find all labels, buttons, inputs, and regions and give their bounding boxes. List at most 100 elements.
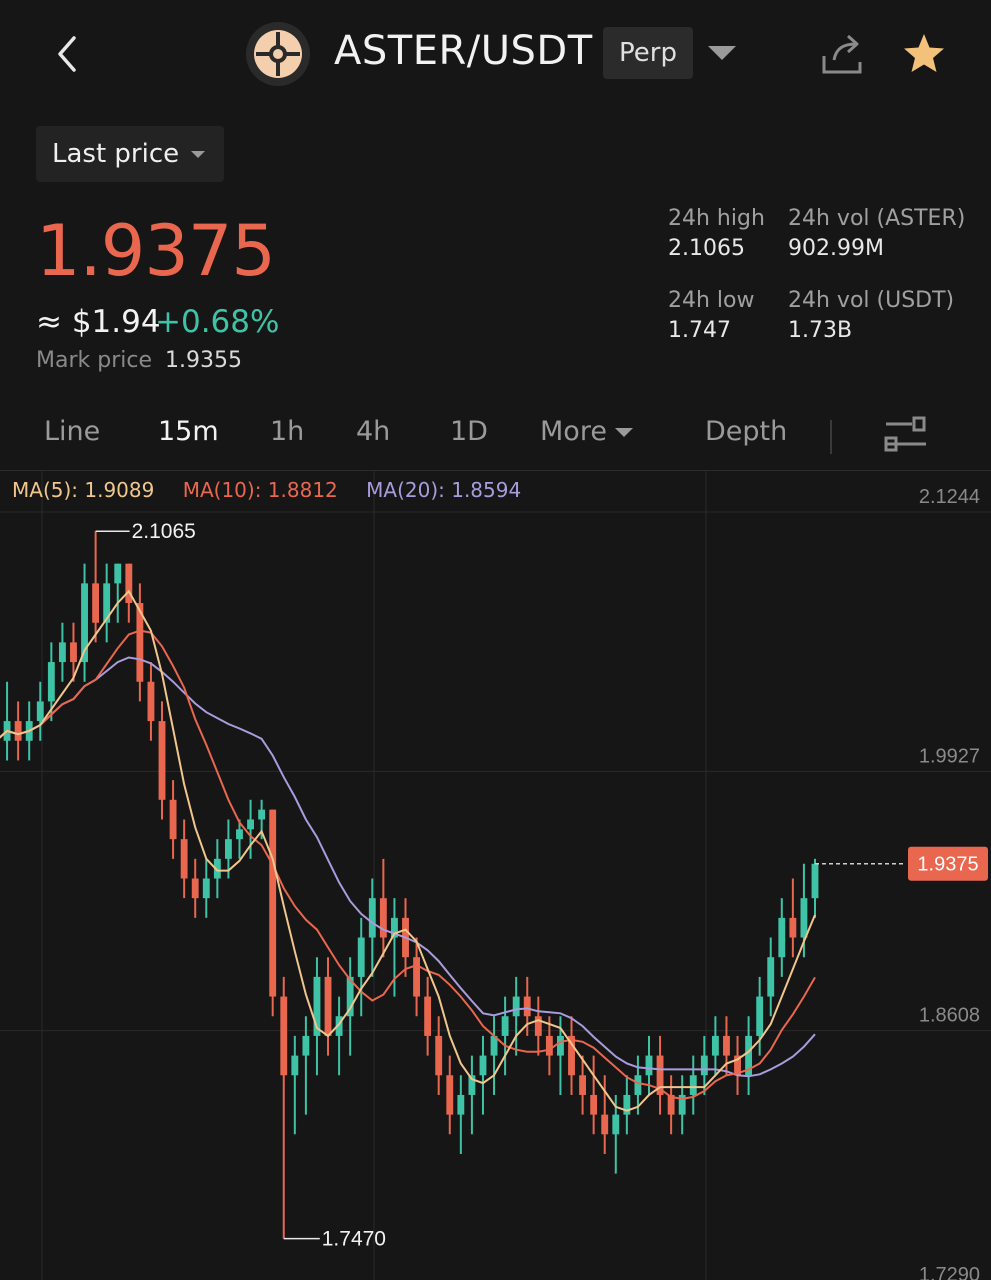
stat-value: 1.747 — [668, 318, 731, 343]
candle-body — [180, 839, 188, 879]
stat-label: 24h vol (USDT) — [788, 288, 955, 313]
last-price: 1.9375 — [36, 210, 276, 292]
candle-body — [58, 642, 66, 663]
ma10-line — [0, 629, 816, 1100]
ma-legend: MA(5): 1.9089 MA(10): 1.8812 MA(20): 1.8… — [12, 478, 543, 502]
candle-body — [523, 996, 531, 1017]
candle-body — [81, 583, 88, 663]
stat-24h-high: 24h high 2.1065 — [668, 204, 765, 264]
pair-title[interactable]: ASTER/USDT — [334, 28, 593, 74]
candle-body — [424, 996, 432, 1036]
candle-body — [324, 976, 332, 1036]
stat-label: 24h high — [668, 206, 765, 231]
candle-body — [557, 1035, 564, 1056]
candle-body — [136, 603, 144, 682]
stat-label: 24h low — [668, 288, 755, 313]
caret-down-icon — [191, 150, 206, 158]
candle-body — [512, 996, 520, 1017]
stat-24h-vol-quote: 24h vol (USDT) 1.73B — [788, 286, 954, 346]
stat-24h-low: 24h low 1.747 — [668, 286, 755, 346]
tab-1h[interactable]: 1h — [270, 416, 305, 447]
candle-body — [36, 701, 44, 722]
stat-24h-vol-base: 24h vol (ASTER) 902.99M — [788, 204, 965, 264]
favorite-star-icon[interactable] — [900, 30, 948, 82]
y-axis-tick-label: 2.1244 — [919, 486, 980, 508]
tab-line[interactable]: Line — [44, 416, 101, 447]
tab-1d[interactable]: 1D — [450, 416, 488, 447]
candle-body — [114, 563, 122, 584]
back-button[interactable] — [48, 26, 88, 82]
candle-body — [634, 1075, 642, 1095]
tab-4h[interactable]: 4h — [356, 416, 391, 447]
candle-body — [14, 721, 22, 741]
ma20-label: MA(20): 1.8594 — [366, 478, 522, 502]
stat-value: 902.99M — [788, 236, 884, 261]
candle-body — [468, 1075, 476, 1095]
tab-depth[interactable]: Depth — [705, 416, 788, 447]
usd-price: ≈ $1.94 — [36, 304, 161, 340]
candle-body — [789, 917, 797, 938]
candle-body — [147, 681, 155, 722]
stat-value: 2.1065 — [668, 236, 745, 261]
interval-tabs: Line 15m 1h 4h 1D More Depth — [0, 408, 991, 460]
candle-body — [258, 809, 266, 820]
chart-settings-icon[interactable] — [882, 414, 930, 458]
tab-divider — [830, 420, 832, 454]
chevron-down-icon[interactable] — [706, 44, 738, 68]
candle-body — [302, 1035, 310, 1056]
mark-price-label: Mark price — [36, 348, 152, 373]
candle-body — [224, 839, 232, 859]
share-icon[interactable] — [818, 30, 866, 82]
candle-body — [280, 996, 288, 1076]
candle-body — [667, 1094, 675, 1115]
candle-body — [335, 1016, 343, 1036]
stat-value: 1.73B — [788, 318, 853, 343]
candle-body — [700, 1055, 708, 1076]
candle-body — [47, 662, 55, 702]
candle-body — [623, 1094, 631, 1115]
candle-body — [579, 1075, 587, 1095]
divider — [0, 470, 991, 471]
candle-body — [756, 996, 764, 1036]
candle-body — [767, 957, 775, 997]
candle-body — [391, 917, 398, 938]
candle-body — [778, 917, 786, 958]
candle-body — [479, 1055, 487, 1076]
candle-body — [169, 799, 177, 840]
candlestick-chart[interactable]: 2.1244 1.9927 1.8608 1.7290 2.1065 1.7470 1.93… — [0, 471, 991, 1280]
price-type-dropdown[interactable]: Last price — [36, 126, 224, 182]
candle-body — [269, 809, 277, 997]
candle-body — [92, 583, 100, 623]
low-annotation: 1.7470 — [322, 1228, 386, 1251]
aster-logo-icon — [246, 22, 310, 86]
candle-body — [568, 1035, 575, 1076]
caret-down-icon — [614, 428, 633, 437]
chevron-left-icon — [58, 36, 76, 72]
ma20-line — [0, 656, 816, 1078]
candle-body — [446, 1075, 454, 1115]
candle-body — [490, 1035, 498, 1056]
candle-body — [678, 1094, 686, 1115]
top-bar: ASTER/USDT Perp — [0, 0, 991, 110]
candle-body — [368, 898, 376, 938]
tab-15m[interactable]: 15m — [158, 416, 219, 447]
candle-body — [656, 1055, 664, 1095]
candle-body — [501, 1016, 509, 1036]
candle-body — [236, 829, 243, 840]
candle-body — [811, 863, 819, 899]
candle-body — [734, 1055, 741, 1076]
ma5-label: MA(5): 1.9089 — [12, 478, 155, 502]
price-type-label: Last price — [52, 139, 180, 169]
y-axis-tick-label: 1.7290 — [919, 1264, 980, 1280]
candle-body — [379, 898, 387, 938]
candle-body — [70, 642, 77, 663]
price-change: +0.68% — [155, 304, 280, 340]
mark-price-value: 1.9355 — [165, 348, 242, 373]
tab-more[interactable]: More — [540, 416, 633, 447]
y-axis-tick-label: 1.8608 — [919, 1005, 980, 1027]
candle-body — [689, 1075, 697, 1095]
tab-more-label: More — [540, 416, 607, 447]
candle-body — [645, 1055, 653, 1076]
candle-body — [534, 1016, 542, 1036]
current-price-tag — [908, 846, 988, 881]
